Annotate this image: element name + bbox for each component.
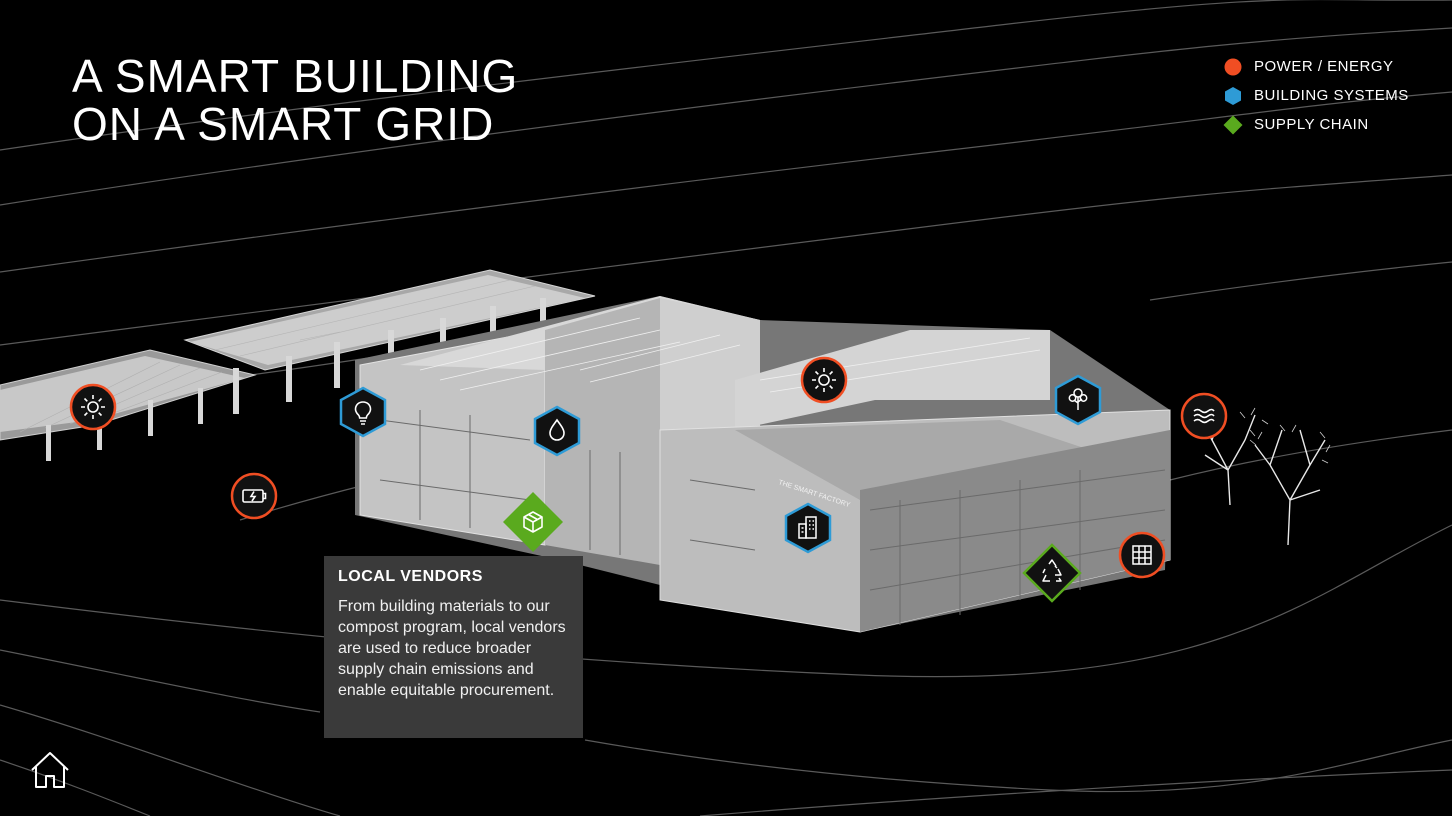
legend-label: BUILDING SYSTEMS — [1254, 87, 1409, 104]
building-icon — [784, 502, 832, 554]
water-drop-icon — [533, 405, 581, 457]
lightbulb-icon — [339, 386, 387, 438]
blue-hexagon-icon — [1225, 86, 1241, 105]
smart-grid-marker[interactable] — [1118, 531, 1166, 579]
geothermal-marker[interactable] — [1180, 392, 1228, 440]
rooftop-solar-marker[interactable] — [800, 356, 848, 404]
solar-canopy-right — [183, 269, 596, 414]
grid-icon — [1118, 531, 1166, 579]
tooltip-heading: LOCAL VENDORS — [338, 568, 483, 585]
lighting-marker[interactable] — [338, 386, 388, 438]
sun-icon — [800, 356, 848, 404]
landscape-marker[interactable] — [1053, 374, 1103, 426]
title-line-1: A SMART BUILDING — [72, 50, 519, 102]
smart-building: THE SMART FACTORY — [355, 296, 1171, 633]
compost-recycling-marker[interactable] — [1022, 543, 1082, 603]
legend-item-power: POWER / ENERGY — [1222, 52, 1409, 81]
title-line-2: ON A SMART GRID — [72, 98, 495, 150]
home-icon — [31, 752, 69, 788]
legend-item-building: BUILDING SYSTEMS — [1222, 81, 1409, 110]
legend-item-supply: SUPPLY CHAIN — [1222, 110, 1409, 139]
recycle-icon — [1022, 543, 1082, 603]
sun-icon — [69, 383, 117, 431]
tree-icon — [1054, 374, 1102, 426]
green-diamond-icon — [1223, 115, 1243, 134]
local-vendors-marker[interactable] — [502, 491, 564, 553]
waves-icon — [1180, 392, 1228, 440]
local-vendors-tooltip: LOCAL VENDORS From building materials to… — [324, 556, 583, 738]
solar-canopy-marker[interactable] — [69, 383, 117, 431]
home-button[interactable] — [28, 748, 72, 792]
legend-label: POWER / ENERGY — [1254, 58, 1394, 75]
tooltip-body: From building materials to our compost p… — [338, 598, 566, 699]
page-title: A SMART BUILDING ON A SMART GRID — [72, 52, 518, 148]
solar-canopy-left — [0, 349, 257, 461]
legend: POWER / ENERGY BUILDING SYSTEMS SUPPLY C… — [1222, 52, 1409, 139]
orange-circle-icon — [1224, 58, 1242, 75]
legend-label: SUPPLY CHAIN — [1254, 116, 1369, 133]
battery-icon — [230, 472, 278, 520]
building-automation-marker[interactable] — [783, 502, 833, 554]
box-icon — [503, 492, 563, 552]
battery-storage-marker[interactable] — [230, 472, 278, 520]
water-marker[interactable] — [532, 405, 582, 457]
